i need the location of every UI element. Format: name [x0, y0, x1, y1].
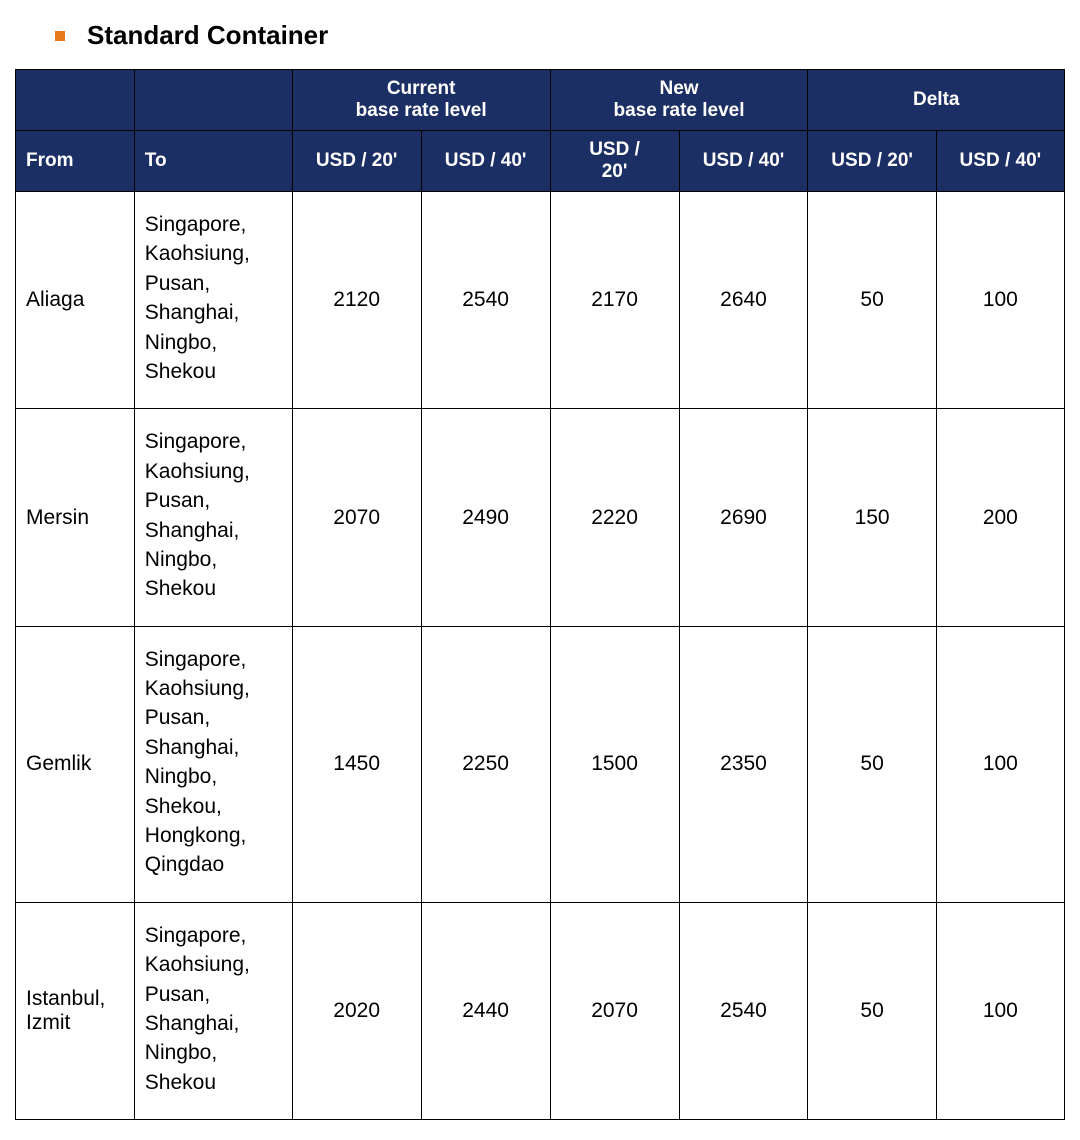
cell-current-40: 2440 — [421, 902, 550, 1119]
cell-new-20: 2070 — [550, 902, 679, 1119]
group-header-new-line2: base rate level — [557, 100, 802, 122]
table-body: AliagaSingapore, Kaohsiung, Pusan, Shang… — [16, 192, 1065, 1120]
cell-from: Aliaga — [16, 192, 135, 409]
cell-current-20: 2120 — [292, 192, 421, 409]
cell-delta-40: 100 — [936, 192, 1064, 409]
cell-to: Singapore, Kaohsiung, Pusan, Shanghai, N… — [134, 626, 292, 902]
empty-header-1 — [16, 70, 135, 131]
cell-new-20: 1500 — [550, 626, 679, 902]
cell-current-20: 2070 — [292, 409, 421, 626]
column-header-delta-20: USD / 20' — [808, 131, 936, 192]
cell-current-20: 1450 — [292, 626, 421, 902]
cell-current-40: 2540 — [421, 192, 550, 409]
cell-new-20: 2220 — [550, 409, 679, 626]
group-header-current-line2: base rate level — [299, 100, 544, 122]
column-header-new-20-line1: USD / — [557, 139, 673, 161]
cell-current-20: 2020 — [292, 902, 421, 1119]
column-header-delta-40: USD / 40' — [936, 131, 1064, 192]
column-header-to: To — [134, 131, 292, 192]
cell-from: Istanbul, Izmit — [16, 902, 135, 1119]
cell-new-20: 2170 — [550, 192, 679, 409]
column-header-from: From — [16, 131, 135, 192]
cell-delta-20: 50 — [808, 626, 936, 902]
table-row: GemlikSingapore, Kaohsiung, Pusan, Shang… — [16, 626, 1065, 902]
cell-to: Singapore, Kaohsiung, Pusan, Shanghai, N… — [134, 409, 292, 626]
header-row-columns: From To USD / 20' USD / 40' USD / 20' US… — [16, 131, 1065, 192]
cell-to: Singapore, Kaohsiung, Pusan, Shanghai, N… — [134, 902, 292, 1119]
group-header-current-line1: Current — [299, 78, 544, 100]
cell-delta-20: 150 — [808, 409, 936, 626]
section-heading: Standard Container — [15, 20, 1065, 51]
cell-current-40: 2490 — [421, 409, 550, 626]
table-row: Istanbul, IzmitSingapore, Kaohsiung, Pus… — [16, 902, 1065, 1119]
table-row: MersinSingapore, Kaohsiung, Pusan, Shang… — [16, 409, 1065, 626]
header-row-groups: Current base rate level New base rate le… — [16, 70, 1065, 131]
column-header-new-20-line2: 20' — [557, 161, 673, 183]
cell-delta-20: 50 — [808, 192, 936, 409]
rate-table: Current base rate level New base rate le… — [15, 69, 1065, 1120]
cell-from: Gemlik — [16, 626, 135, 902]
cell-delta-40: 100 — [936, 626, 1064, 902]
cell-new-40: 2640 — [679, 192, 808, 409]
column-header-current-40: USD / 40' — [421, 131, 550, 192]
cell-current-40: 2250 — [421, 626, 550, 902]
heading-title: Standard Container — [87, 20, 328, 51]
cell-new-40: 2350 — [679, 626, 808, 902]
group-header-current: Current base rate level — [292, 70, 550, 131]
group-header-delta: Delta — [808, 70, 1065, 131]
cell-delta-20: 50 — [808, 902, 936, 1119]
cell-new-40: 2540 — [679, 902, 808, 1119]
group-header-new-line1: New — [557, 78, 802, 100]
cell-from: Mersin — [16, 409, 135, 626]
column-header-new-40: USD / 40' — [679, 131, 808, 192]
column-header-current-20: USD / 20' — [292, 131, 421, 192]
cell-new-40: 2690 — [679, 409, 808, 626]
bullet-icon — [55, 31, 65, 41]
cell-delta-40: 200 — [936, 409, 1064, 626]
empty-header-2 — [134, 70, 292, 131]
cell-delta-40: 100 — [936, 902, 1064, 1119]
table-row: AliagaSingapore, Kaohsiung, Pusan, Shang… — [16, 192, 1065, 409]
cell-to: Singapore, Kaohsiung, Pusan, Shanghai, N… — [134, 192, 292, 409]
group-header-new: New base rate level — [550, 70, 808, 131]
column-header-new-20: USD / 20' — [550, 131, 679, 192]
